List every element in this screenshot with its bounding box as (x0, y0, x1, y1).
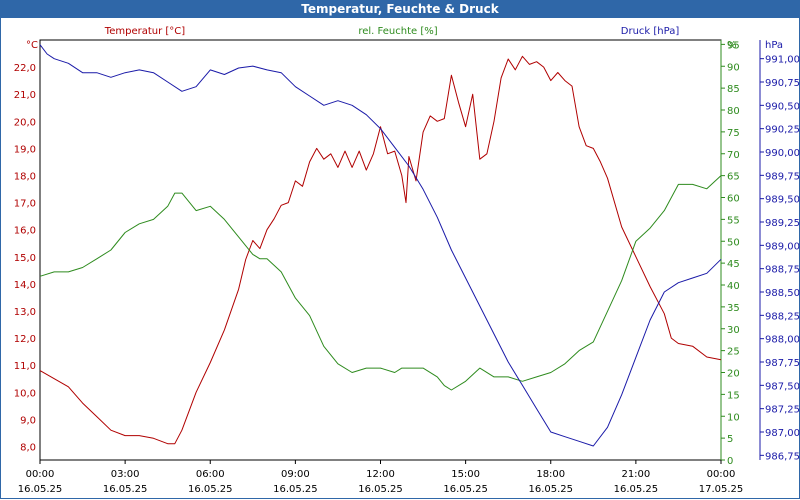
x-tick-label-time: 21:00 (621, 469, 650, 480)
x-tick-label-date: 16.05.25 (358, 484, 403, 495)
x-tick-label-time: 03:00 (111, 469, 140, 480)
y-tick-label-pressure: 990,50 (765, 101, 800, 112)
y-tick-label-temperature: 13,0 (14, 307, 36, 318)
y-tick-label-humidity: 25 (727, 347, 740, 358)
y-unit-humidity: % (727, 40, 737, 51)
y-tick-label-pressure: 987,50 (765, 381, 800, 392)
axes (39, 39, 764, 464)
axis-labels: 8,0 9,0 10,0 11,0 12,0 13,0 14,0 15,0 16,0 17,0 18… (14, 26, 800, 495)
y-tick-label-temperature: 15,0 (14, 253, 36, 264)
y-tick-label-humidity: 65 (727, 172, 740, 183)
x-tick-label-time: 18:00 (536, 469, 565, 480)
y-tick-label-pressure: 990,00 (765, 148, 800, 159)
y-tick-label-pressure: 991,00 (765, 55, 800, 66)
y-tick-label-pressure: 990,75 (765, 78, 800, 89)
y-tick-label-humidity: 90 (727, 62, 740, 73)
y-tick-label-pressure: 987,25 (765, 405, 800, 416)
y-tick-label-pressure: 986,75 (765, 451, 800, 462)
y-tick-label-humidity: 30 (727, 325, 740, 336)
x-tick-label-date: 16.05.25 (188, 484, 233, 495)
y-tick-label-temperature: 17,0 (14, 199, 36, 210)
y-tick-label-pressure: 988,00 (765, 335, 800, 346)
plot-area (39, 39, 722, 461)
series-line-temperature (39, 55, 722, 445)
x-tick-label-date: 16.05.25 (443, 484, 488, 495)
y-tick-label-humidity: 45 (727, 259, 740, 270)
y-tick-label-pressure: 989,00 (765, 241, 800, 252)
series-title-pressure: Druck [hPa] (621, 26, 680, 37)
series-line-humidity (39, 175, 722, 391)
y-tick-label-humidity: 50 (727, 237, 740, 248)
y-tick-label-humidity: 80 (727, 106, 740, 117)
y-tick-label-humidity: 55 (727, 215, 740, 226)
x-tick-label-date: 16.05.25 (18, 484, 63, 495)
y-tick-label-temperature: 21,0 (14, 90, 36, 101)
series-title-temperature: Temperatur [°C] (104, 26, 185, 37)
y-tick-label-humidity: 40 (727, 281, 740, 292)
y-tick-label-temperature: 19,0 (14, 144, 36, 155)
x-tick-label-date: 16.05.25 (528, 484, 573, 495)
chart-title: Temperatur, Feuchte & Druck (0, 0, 800, 18)
x-tick-label-date: 16.05.25 (273, 484, 318, 495)
y-tick-label-pressure: 989,25 (765, 218, 800, 229)
x-tick-label-date: 16.05.25 (614, 484, 659, 495)
y-tick-label-pressure: 989,50 (765, 195, 800, 206)
y-tick-label-humidity: 35 (727, 303, 740, 314)
y-tick-label-temperature: 8,0 (20, 442, 36, 453)
y-tick-label-humidity: 0 (727, 456, 733, 467)
y-tick-label-temperature: 16,0 (14, 226, 36, 237)
x-tick-label-date: 17.05.25 (699, 484, 744, 495)
y-tick-label-temperature: 18,0 (14, 171, 36, 182)
x-tick-label-date: 16.05.25 (103, 484, 148, 495)
y-tick-label-humidity: 5 (727, 434, 733, 445)
x-tick-label-time: 00:00 (26, 469, 55, 480)
series-lines (39, 44, 722, 447)
y-tick-label-humidity: 15 (727, 390, 740, 401)
y-tick-label-temperature: 20,0 (14, 117, 36, 128)
y-tick-label-temperature: 12,0 (14, 334, 36, 345)
x-tick-label-time: 00:00 (707, 469, 736, 480)
series-title-humidity: rel. Feuchte [%] (358, 26, 437, 37)
y-tick-label-humidity: 75 (727, 128, 740, 139)
y-tick-label-humidity: 60 (727, 194, 740, 205)
x-tick-label-time: 06:00 (196, 469, 225, 480)
y-tick-label-humidity: 70 (727, 150, 740, 161)
y-unit-pressure: hPa (765, 40, 783, 51)
y-tick-label-temperature: 10,0 (14, 388, 36, 399)
y-tick-label-pressure: 988,75 (765, 265, 800, 276)
y-tick-label-temperature: 9,0 (20, 415, 36, 426)
y-tick-label-humidity: 85 (727, 84, 740, 95)
x-tick-label-time: 12:00 (366, 469, 395, 480)
x-tick-label-time: 15:00 (451, 469, 480, 480)
y-tick-label-pressure: 988,25 (765, 311, 800, 322)
y-tick-label-pressure: 989,75 (765, 171, 800, 182)
y-tick-label-pressure: 987,75 (765, 358, 800, 369)
y-tick-label-humidity: 10 (727, 412, 740, 423)
x-tick-label-time: 09:00 (281, 469, 310, 480)
y-tick-label-humidity: 20 (727, 369, 740, 380)
y-unit-temperature: °C (26, 40, 38, 51)
y-tick-label-temperature: 14,0 (14, 280, 36, 291)
y-tick-label-temperature: 11,0 (14, 361, 36, 372)
y-tick-label-pressure: 990,25 (765, 125, 800, 136)
y-tick-label-pressure: 988,50 (765, 288, 800, 299)
y-tick-label-temperature: 22,0 (14, 63, 36, 74)
y-tick-label-pressure: 987,00 (765, 428, 800, 439)
y-tick-label-humidity: 95 (727, 40, 740, 51)
series-line-pressure (39, 44, 722, 447)
